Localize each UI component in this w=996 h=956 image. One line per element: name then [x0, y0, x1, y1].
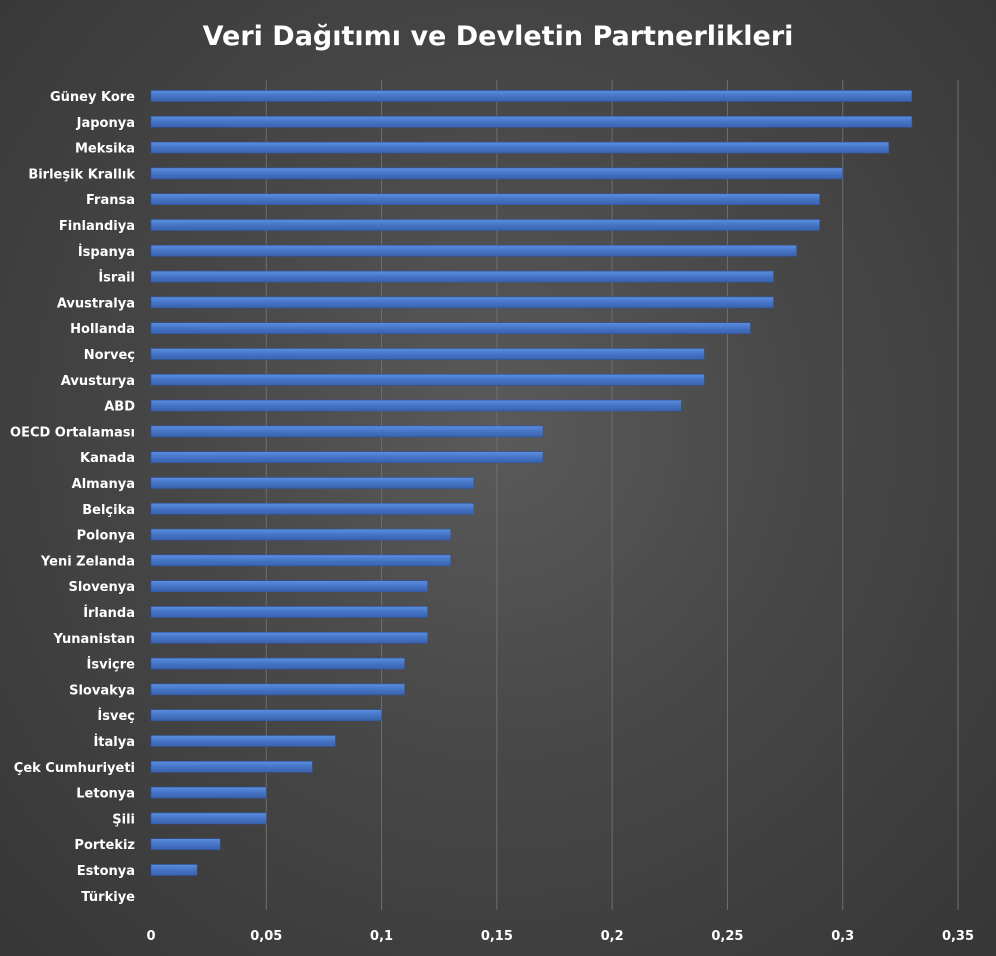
category-label: Estonya: [77, 864, 135, 879]
x-tick-label: 0,2: [601, 929, 624, 944]
bar: [150, 554, 452, 567]
category-label: Letonya: [76, 787, 135, 802]
category-label: Yeni Zelanda: [40, 554, 135, 569]
bar: [150, 373, 705, 386]
category-label: Slovenya: [68, 580, 135, 595]
category-label: Avustralya: [57, 296, 135, 311]
category-label: İtalya: [93, 734, 135, 750]
category-label: Polonya: [77, 529, 135, 544]
bar: [150, 270, 774, 283]
bar: [150, 502, 475, 515]
category-label: Hollanda: [70, 322, 135, 337]
bar: [150, 451, 544, 464]
bar: [150, 760, 313, 773]
category-label: İsveç: [97, 708, 135, 724]
bar: [150, 528, 452, 541]
bar: [150, 580, 428, 593]
bar: [150, 735, 336, 747]
gridlines: [265, 80, 959, 910]
bar: [150, 90, 913, 102]
bar: [150, 838, 221, 851]
category-label: İrlanda: [83, 605, 135, 621]
chart-title: Veri Dağıtımı ve Devletin Partnerlikleri: [203, 21, 794, 52]
bar: [150, 631, 428, 644]
category-label: Avusturya: [61, 374, 135, 389]
category-labels: Güney Kore Japonya Meksika Birleşik Krallık…: [10, 90, 135, 905]
bar: [150, 425, 544, 438]
bar: [150, 864, 198, 876]
category-label: Portekiz: [74, 838, 135, 853]
bar: [150, 141, 890, 154]
category-label: Meksika: [75, 142, 135, 157]
x-tick-label: 0,25: [711, 929, 743, 944]
category-label: ABD: [104, 400, 135, 415]
bar: [150, 606, 428, 618]
bar: [150, 812, 267, 825]
category-label: İsviçre: [87, 657, 136, 673]
category-label: İsrail: [98, 270, 135, 286]
bar: [150, 116, 913, 128]
bar: [150, 322, 751, 335]
bar: [150, 786, 267, 799]
x-tick-label: 0,15: [481, 929, 513, 944]
category-label: İspanya: [78, 244, 135, 260]
x-tick-label: 0,3: [831, 929, 854, 944]
bar: [150, 193, 820, 205]
category-label: Çek Cumhuriyeti: [14, 761, 135, 776]
bar: [150, 296, 774, 309]
x-axis-tick-labels: 0 0,05 0,1 0,15 0,2 0,25 0,3 0,35: [146, 929, 974, 944]
bar: [150, 399, 682, 412]
category-label: Norveç: [84, 348, 135, 363]
category-label: Yunanistan: [53, 632, 135, 647]
category-label: Finlandiya: [59, 219, 135, 234]
category-label: Birleşik Krallık: [28, 167, 135, 182]
x-tick-label: 0: [146, 929, 155, 944]
category-label: Güney Kore: [50, 90, 135, 105]
category-label: Slovakya: [69, 683, 135, 698]
category-label: Şili: [112, 812, 135, 827]
category-label: Fransa: [86, 193, 135, 208]
category-label: Japonya: [76, 116, 135, 131]
category-label: Türkiye: [81, 890, 135, 905]
category-label: Belçika: [82, 503, 135, 518]
x-tick-label: 0,1: [370, 929, 393, 944]
bars: [150, 90, 913, 876]
x-tick-label: 0,05: [250, 929, 282, 944]
bar: [150, 167, 844, 180]
category-label: Kanada: [80, 451, 135, 466]
bar: [150, 219, 820, 231]
bar: [150, 245, 797, 257]
bar: [150, 657, 405, 670]
bar: [150, 477, 475, 489]
bar: [150, 683, 405, 696]
category-label: OECD Ortalaması: [10, 425, 135, 440]
bar: [150, 348, 705, 360]
category-label: Almanya: [72, 477, 135, 492]
x-tick-label: 0,35: [942, 929, 974, 944]
bar: [150, 709, 382, 722]
